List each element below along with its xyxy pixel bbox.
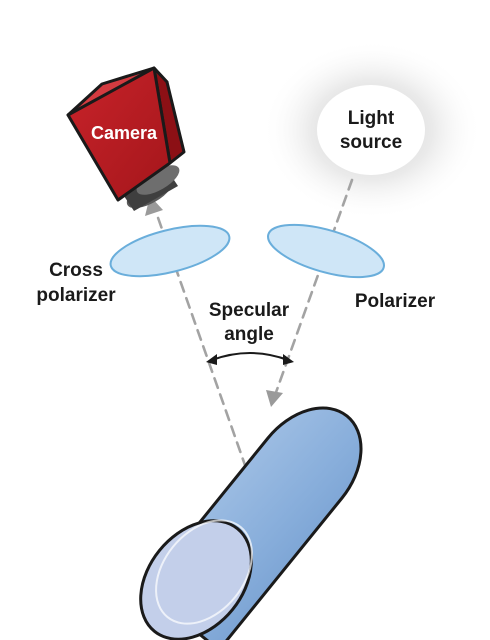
cross-polarizer-label-line2: polarizer bbox=[36, 285, 116, 306]
cross-polarizer-disc bbox=[109, 224, 231, 278]
specular-angle-label-line1: Specular bbox=[209, 300, 290, 321]
camera: Camera bbox=[66, 66, 186, 211]
camera-lens-icon bbox=[120, 165, 180, 211]
camera-label: Camera bbox=[91, 123, 158, 143]
specular-angle-label-line2: angle bbox=[224, 324, 274, 345]
polarizer-label: Polarizer bbox=[355, 291, 436, 312]
cylinder-object bbox=[139, 406, 363, 640]
specular-angle-arc bbox=[206, 352, 294, 365]
camera-front-face bbox=[66, 66, 172, 202]
polarizer-disc bbox=[267, 223, 385, 279]
light-label-line2: source bbox=[340, 132, 402, 153]
cross-polarizer-label-line1: Cross bbox=[49, 260, 103, 281]
light-source: Light source bbox=[262, 40, 482, 220]
incident-beam bbox=[272, 178, 354, 400]
cylinder-end-highlight bbox=[155, 519, 253, 625]
incident-arrowhead bbox=[266, 390, 283, 407]
light-label-line1: Light bbox=[348, 108, 395, 129]
light-bulb bbox=[317, 85, 425, 175]
